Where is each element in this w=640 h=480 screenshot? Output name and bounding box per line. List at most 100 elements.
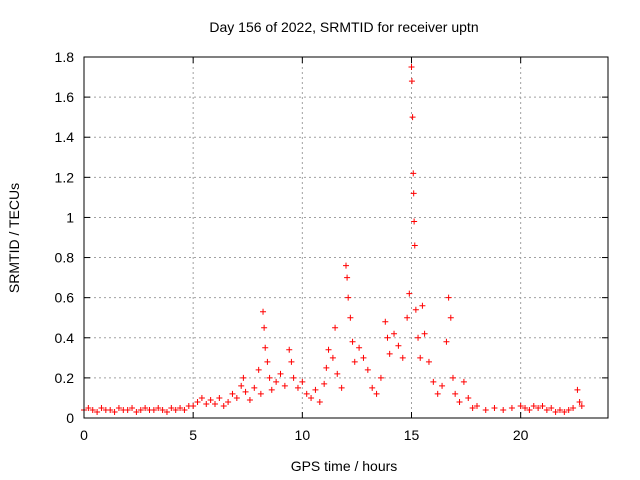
data-point [369, 384, 376, 391]
data-point [238, 382, 245, 389]
data-point [447, 314, 454, 321]
data-point [240, 374, 247, 381]
data-point [543, 406, 550, 413]
data-point [294, 384, 301, 391]
data-point [408, 64, 415, 71]
data-point [281, 382, 288, 389]
data-point [242, 388, 249, 395]
data-point [556, 406, 563, 413]
data-point [286, 346, 293, 353]
data-point [220, 402, 227, 409]
y-tick-label: 1.2 [55, 169, 75, 185]
y-tick-label: 1 [66, 209, 74, 225]
data-point [430, 378, 437, 385]
data-point [425, 358, 432, 365]
data-point [443, 338, 450, 345]
data-point [482, 406, 489, 413]
data-point [399, 354, 406, 361]
data-point [268, 386, 275, 393]
data-point [273, 378, 280, 385]
data-point [212, 400, 218, 407]
data-point [395, 342, 402, 349]
data-point [203, 400, 210, 407]
data-point [548, 404, 555, 411]
data-point [386, 350, 393, 357]
data-point [155, 404, 162, 411]
data-point [500, 406, 507, 413]
data-point [530, 402, 537, 409]
data-point [207, 396, 214, 403]
data-point [434, 390, 441, 397]
y-axis-title: SRMTID / TECUs [6, 183, 22, 293]
data-point [345, 294, 352, 301]
data-point [168, 404, 175, 411]
y-tick-label: 1.8 [55, 49, 75, 65]
data-point [391, 330, 398, 337]
data-point [323, 364, 330, 371]
data-point [190, 402, 197, 409]
data-point [535, 404, 542, 411]
data-point [288, 358, 295, 365]
data-point [344, 274, 351, 281]
data-point [517, 402, 524, 409]
data-point [474, 402, 480, 409]
data-point [316, 398, 323, 405]
plot-frame [83, 56, 609, 419]
x-tick-label: 0 [80, 427, 88, 443]
data-point [107, 406, 114, 413]
data-point [257, 390, 264, 397]
data-point [89, 406, 96, 413]
data-point [111, 408, 118, 415]
data-point [299, 378, 306, 385]
data-point [251, 384, 258, 391]
data-point [266, 374, 273, 381]
data-point [439, 382, 446, 389]
y-tick-label: 0.2 [55, 370, 75, 386]
data-point [343, 262, 349, 269]
data-point [98, 404, 105, 411]
data-point [445, 294, 452, 301]
y-tick-label: 1.4 [55, 129, 75, 145]
data-point [364, 366, 371, 373]
y-tick-label: 0.4 [55, 330, 75, 346]
data-point [384, 334, 391, 341]
data-point [421, 330, 428, 337]
data-point [332, 324, 339, 331]
data-point [277, 370, 284, 377]
tick-labels: 0 0.2 0.4 0.6 0.8 1 1.2 1.4 1.6 1.8 0 5 10 15 20 [55, 49, 529, 443]
x-tick-label: 15 [404, 427, 420, 443]
axis-ticks [83, 56, 608, 419]
data-point [574, 386, 581, 393]
data-point [177, 404, 184, 411]
y-tick-label: 0 [66, 410, 74, 426]
chart-title: Day 156 of 2022, SRMTID for receiver upt… [209, 19, 478, 35]
data-point [338, 384, 345, 391]
data-point [415, 334, 422, 341]
y-tick-label: 1.6 [55, 89, 75, 105]
data-point [334, 370, 341, 377]
x-tick-label: 10 [295, 427, 311, 443]
data-point [565, 406, 572, 413]
data-point [172, 406, 179, 413]
data-point [373, 390, 380, 397]
data-point [133, 408, 140, 415]
data-point [404, 314, 411, 321]
data-point [491, 404, 498, 411]
data-point [349, 338, 356, 345]
data-point [411, 242, 418, 249]
data-point [409, 114, 416, 121]
data-point [552, 408, 559, 415]
data-point [261, 324, 268, 331]
data-point [264, 358, 271, 365]
data-point [159, 406, 166, 413]
data-point [216, 394, 223, 401]
data-point [356, 344, 363, 351]
data-point [142, 404, 149, 411]
x-tick-label: 20 [513, 427, 529, 443]
data-point [303, 390, 310, 397]
data-point [410, 190, 417, 197]
data-point [255, 366, 262, 373]
data-point [456, 398, 463, 405]
data-point [406, 290, 413, 297]
data-point [308, 394, 315, 401]
